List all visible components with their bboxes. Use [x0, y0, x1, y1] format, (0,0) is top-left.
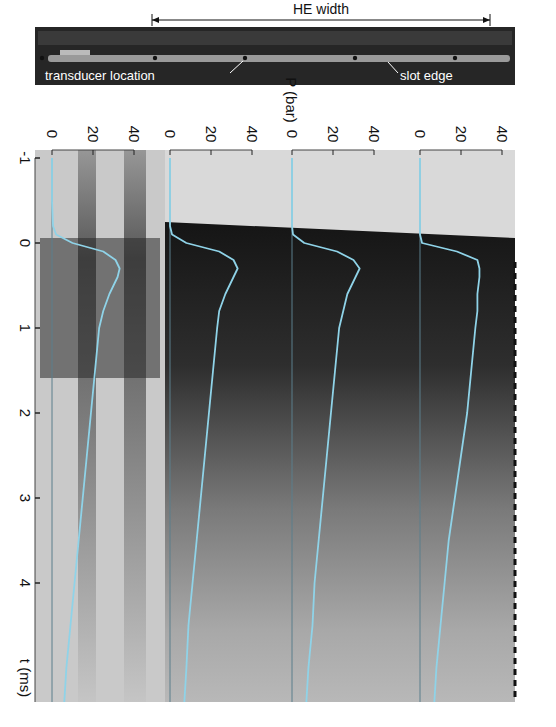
p-tick: [93, 150, 94, 155]
image-band: [78, 150, 96, 702]
image-band: [40, 238, 160, 378]
p-axis-line: [170, 158, 171, 702]
t-tick: [35, 327, 40, 329]
figure: HE width transducer location slot edge -1 0 1…: [0, 0, 556, 727]
arrow-head: [483, 17, 490, 23]
t-tick: [35, 497, 40, 499]
t-tick: [35, 242, 40, 244]
p-tick-label: 40: [366, 126, 383, 143]
p-tick-label: 20: [85, 126, 102, 143]
traces: [420, 158, 479, 702]
width-arrow: [152, 20, 490, 21]
photo-label: slot edge: [400, 68, 453, 83]
p-axis-title: P (bar): [283, 77, 300, 123]
p-tick: [52, 150, 53, 155]
panel: 0 20 40: [412, 126, 511, 702]
panel: 0 20 40: [44, 126, 143, 702]
pointer: [230, 61, 243, 73]
image-edge: [515, 150, 518, 702]
pointer: [388, 62, 398, 73]
t-tick: [35, 157, 40, 159]
slot-edge-line: [514, 262, 517, 702]
t-tick: [35, 582, 40, 584]
p-tick-label: 20: [453, 126, 470, 143]
t-tick-label: 3: [17, 494, 34, 502]
slot: [48, 55, 510, 62]
p-tick: [134, 150, 135, 155]
slot-feature: [60, 50, 90, 55]
t-tick-label: 4: [17, 579, 34, 587]
t-axis-title: t (ms): [17, 659, 34, 697]
p-tick: [374, 150, 375, 155]
transducer-dot: [353, 56, 357, 60]
p-tick-label: 0: [44, 130, 61, 138]
photo-background: [35, 27, 515, 85]
p-tick-label: 20: [325, 126, 342, 143]
t-tick-label: 1: [17, 324, 34, 332]
p-tick: [170, 150, 171, 155]
p-tick-label: 0: [412, 130, 429, 138]
image-band: [124, 150, 146, 702]
t-tick-label: -1: [17, 151, 34, 164]
t-tick-label: 0: [17, 239, 34, 247]
transducer-dot: [40, 56, 44, 60]
transducer-dot: [453, 56, 457, 60]
traces: [52, 158, 120, 702]
panel: 0 20 40: [284, 126, 383, 702]
panel: 0 20 40: [162, 126, 261, 702]
photo-band: [38, 31, 512, 45]
image-ground: [35, 150, 515, 702]
t-tick-label: 2: [17, 409, 34, 417]
arrow-head: [152, 17, 159, 23]
p-tick: [252, 150, 253, 155]
traces: [170, 158, 238, 702]
p-tick: [333, 150, 334, 155]
p-tick: [292, 150, 293, 155]
traces: [292, 158, 360, 702]
image-ground: [35, 150, 165, 702]
p-tick-label: 40: [494, 126, 511, 143]
pressure-trace: [170, 158, 238, 702]
streak-image: [35, 150, 518, 702]
transducer-dot: [243, 56, 247, 60]
p-tick-label: 0: [162, 130, 179, 138]
photo: HE width transducer location slot edge: [35, 1, 515, 85]
p-tick-label: 0: [284, 130, 301, 138]
pressure-trace: [292, 158, 360, 702]
p-tick-label: 40: [244, 126, 261, 143]
p-tick-label: 20: [203, 126, 220, 143]
t-tick: [35, 412, 40, 414]
pressure-trace: [52, 158, 120, 702]
p-axis-line: [292, 158, 293, 702]
image-dark-region: [165, 222, 515, 702]
transducer-dot: [153, 56, 157, 60]
p-tick-label: 40: [126, 126, 143, 143]
p-tick: [211, 150, 212, 155]
p-axis-line: [52, 158, 53, 702]
p-tick: [502, 150, 503, 155]
pressure-trace: [420, 158, 479, 702]
photo-label: transducer location: [45, 68, 155, 83]
p-tick: [420, 150, 421, 155]
width-label: HE width: [293, 1, 349, 17]
p-tick: [461, 150, 462, 155]
t-axis: -1 0 1 2 3 4 t (ms): [17, 151, 40, 702]
